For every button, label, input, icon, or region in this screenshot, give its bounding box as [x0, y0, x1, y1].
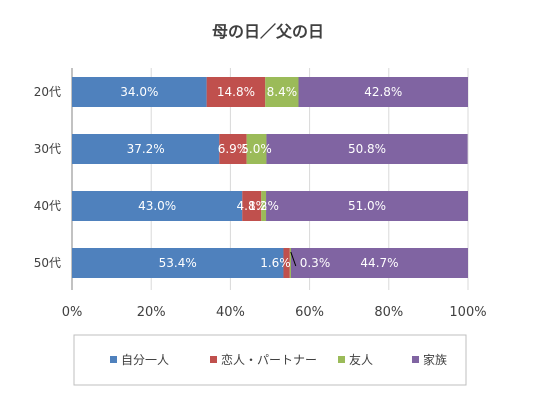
leader-line [290, 251, 297, 267]
data-label: 6.9% [218, 142, 249, 156]
data-label: 51.0% [348, 199, 386, 213]
category-label: 30代 [34, 142, 61, 156]
legend-swatch [412, 356, 419, 363]
data-label: 44.7% [360, 256, 398, 270]
x-tick-label: 100% [449, 305, 486, 320]
data-label: 5.0% [241, 142, 272, 156]
bar-segment [283, 248, 290, 278]
data-label: 42.8% [364, 85, 402, 99]
category-axis: 20代 30代 40代 50代 [34, 85, 61, 270]
data-label: 53.4% [159, 256, 197, 270]
legend-label: 自分一人 [121, 353, 169, 367]
bar-segment [298, 77, 468, 107]
data-label: 34.0% [120, 85, 158, 99]
bar-segment [242, 191, 262, 221]
bar-segment [72, 248, 284, 278]
chart-title: 母の日／父の日 [212, 22, 324, 41]
legend-label: 家族 [423, 352, 447, 367]
bar-segment [290, 248, 468, 278]
x-tick-label: 80% [374, 305, 403, 320]
x-tick-label: 60% [295, 305, 324, 320]
x-tick-label: 20% [137, 305, 166, 320]
bar-segment [246, 134, 267, 164]
legend-label: 恋人・パートナー [221, 352, 317, 367]
bar-segment [72, 134, 220, 164]
bar-segment [289, 248, 291, 278]
bar-segment [266, 191, 468, 221]
data-label: 50.8% [348, 142, 386, 156]
bar-segment [265, 77, 299, 107]
bar-segment [72, 77, 207, 107]
category-label: 40代 [34, 199, 61, 213]
data-label: 14.8% [217, 85, 255, 99]
bar-segment [72, 191, 243, 221]
bar-segment [219, 134, 247, 164]
x-tick-label: 0% [62, 305, 83, 320]
legend-swatch [210, 356, 217, 363]
data-label: 1.6% [260, 256, 291, 270]
category-label: 20代 [34, 85, 61, 99]
legend-label: 友人 [349, 353, 373, 367]
value-axis: 0% 20% 40% 60% 80% 100% [62, 305, 487, 320]
bar-segment [261, 191, 267, 221]
data-label: 8.4% [267, 85, 298, 99]
data-label: 4.8% [237, 199, 268, 213]
data-label: 1.2% [248, 199, 279, 213]
data-label: 0.3% [300, 256, 331, 270]
data-label: 43.0% [138, 199, 176, 213]
x-tick-label: 40% [216, 305, 245, 320]
legend-swatch [338, 356, 345, 363]
legend: 自分一人 恋人・パートナー 友人 家族 [73, 334, 467, 386]
category-label: 50代 [34, 256, 61, 270]
legend-box [73, 334, 467, 386]
bars [72, 77, 468, 278]
bar-segment [266, 134, 468, 164]
data-labels: 34.0% 14.8% 8.4% 42.8% 37.2% 6.9%5.0% 50.8% 43.… [120, 85, 402, 270]
bar-segment [206, 77, 266, 107]
legend-swatch [110, 356, 117, 363]
data-label: 37.2% [127, 142, 165, 156]
